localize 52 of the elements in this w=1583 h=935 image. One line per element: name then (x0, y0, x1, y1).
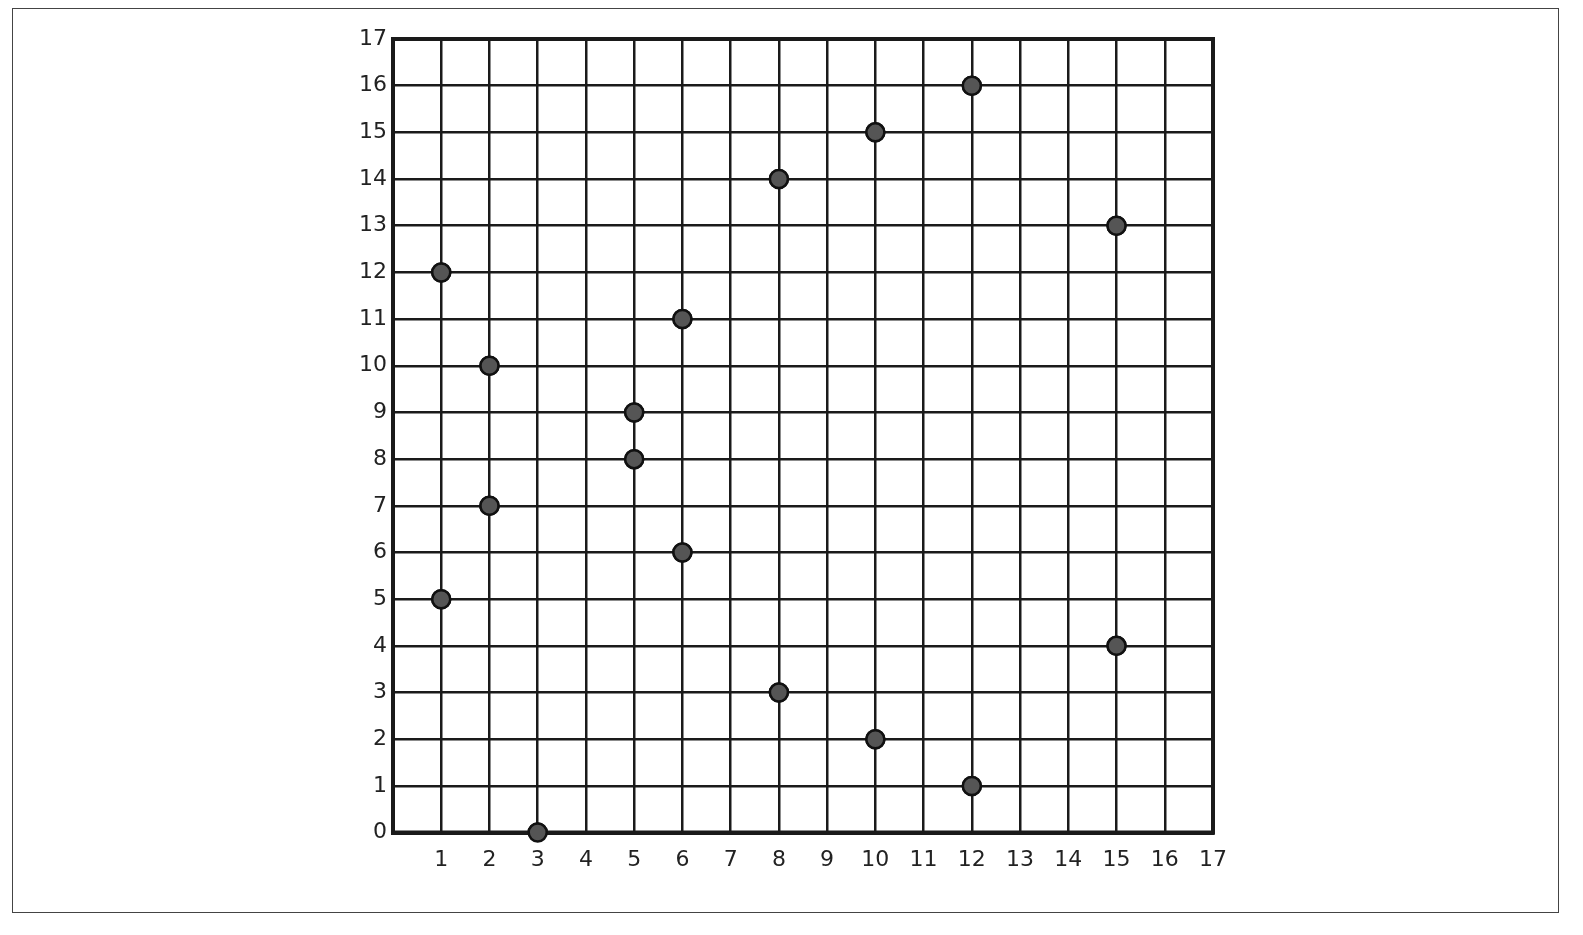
point (479, 495, 500, 517)
y-tick-label: 13 (358, 211, 387, 237)
x-tick-label: 14 (1054, 845, 1083, 871)
x-tick-label: 17 (1199, 845, 1227, 871)
y-tick-label: 17 (358, 24, 387, 50)
point (479, 355, 500, 377)
point (768, 682, 790, 703)
y-tick-label: 15 (358, 118, 387, 144)
y-tick-label: 14 (358, 164, 387, 190)
y-tick-label: 7 (372, 491, 387, 517)
x-tick-label: 11 (909, 845, 938, 871)
point (430, 262, 452, 283)
y-tick-label: 0 (372, 818, 387, 844)
y-tick-label: 11 (358, 304, 387, 330)
x-tick-label: 10 (861, 845, 890, 871)
point (672, 542, 693, 563)
point (1106, 215, 1127, 236)
y-tick-label: 4 (372, 631, 387, 657)
x-tick-label: 1 (434, 845, 449, 871)
y-tick-label: 2 (372, 724, 387, 750)
y-tick-label: 16 (358, 71, 387, 97)
point (430, 588, 452, 610)
y-tick-label: 3 (372, 678, 387, 704)
x-tick-label: 4 (578, 845, 593, 871)
x-tick-label: 16 (1150, 845, 1179, 871)
x-tick-label: 9 (820, 845, 835, 871)
point (961, 75, 983, 96)
point (1106, 635, 1127, 657)
point (961, 775, 983, 797)
point (623, 402, 645, 423)
point (623, 448, 645, 470)
x-tick-label: 13 (1006, 845, 1035, 871)
x-tick-label: 6 (675, 845, 690, 871)
x-tick-label: 2 (482, 845, 497, 871)
y-tick-label: 5 (372, 584, 387, 610)
y-tick-label: 6 (372, 538, 387, 564)
x-tick-label: 8 (771, 845, 786, 871)
y-tick-label: 1 (372, 771, 387, 797)
y-tick-label: 10 (358, 351, 387, 377)
x-tick-label: 3 (530, 845, 545, 871)
point (865, 728, 886, 750)
x-tick-label: 15 (1102, 845, 1131, 871)
x-tick-label: 12 (957, 845, 986, 871)
point (672, 308, 693, 330)
y-tick-label: 9 (372, 398, 387, 424)
y-tick-label: 12 (358, 258, 387, 284)
x-tick-label: 7 (723, 845, 738, 871)
point (865, 122, 886, 143)
point (527, 822, 548, 843)
y-tick-label: 8 (372, 444, 387, 470)
x-tick-label: 5 (627, 845, 642, 871)
point (768, 168, 790, 190)
